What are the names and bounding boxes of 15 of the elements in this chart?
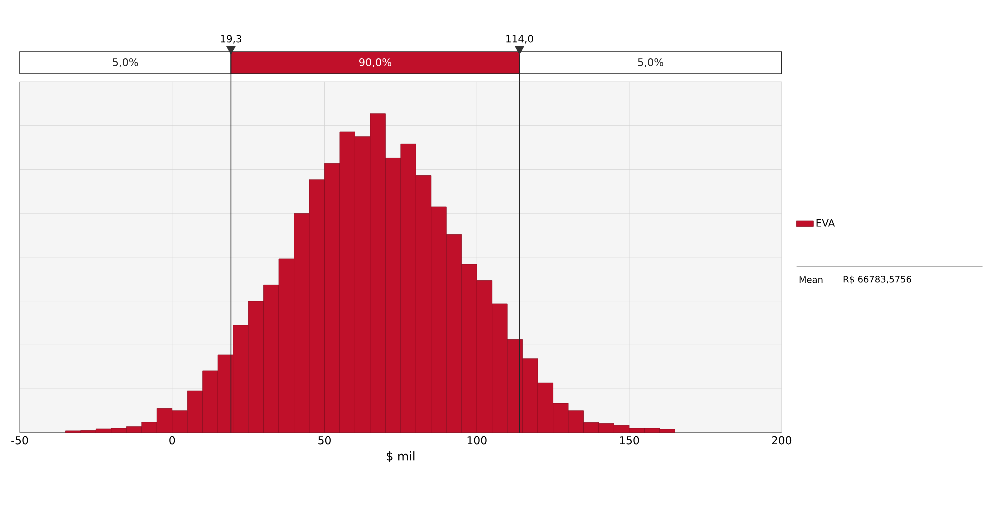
ref-line-label: 19,3 — [221, 35, 242, 44]
x-tick-label: 50 — [318, 436, 331, 445]
text: 5,0% — [113, 58, 138, 68]
text: 90,0% — [360, 58, 392, 68]
legend-label: EVA — [816, 220, 836, 227]
ref-line-label: 114,0 — [506, 35, 534, 44]
text: Mean — [800, 276, 823, 284]
x-axis-title: $ mil — [387, 452, 415, 462]
x-tick-label: 200 — [772, 436, 792, 445]
text: R$ 66783,5756 — [844, 276, 912, 284]
x-tick-label: 150 — [620, 436, 640, 445]
x-tick-label: 0 — [170, 436, 176, 445]
x-tick-label: -50 — [12, 436, 28, 445]
text: 5,0% — [638, 58, 664, 68]
x-tick-label: 100 — [468, 436, 487, 445]
